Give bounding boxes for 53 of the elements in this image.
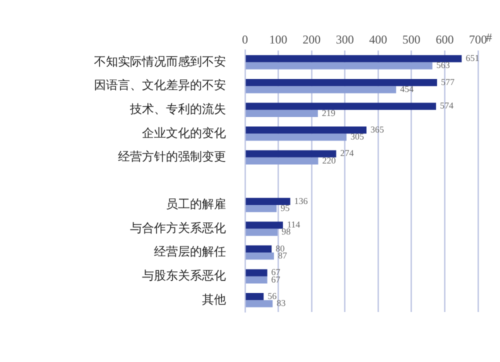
bar [246, 228, 278, 236]
y-tick-label: 经营层的解任 [154, 244, 226, 259]
bar [246, 252, 274, 260]
data-label: 574 [440, 100, 454, 111]
data-label: 56 [268, 290, 278, 301]
data-label: 651 [466, 53, 480, 64]
data-label: 563 [436, 60, 450, 70]
bar [246, 55, 462, 62]
bar [246, 292, 264, 300]
bar [246, 78, 438, 86]
bar [246, 276, 268, 284]
x-tick-label: 500 [402, 32, 420, 46]
x-tick-label: 300 [336, 32, 354, 46]
data-label: 95 [280, 202, 290, 213]
x-tick-label: 0 [242, 32, 248, 46]
data-label: 577 [441, 76, 456, 87]
x-tick-label: 700 [469, 32, 487, 46]
x-tick-label: 100 [269, 32, 288, 46]
data-label: 83 [276, 298, 286, 308]
data-label: 219 [322, 108, 336, 118]
x-tick-label: 600 [436, 32, 454, 46]
data-label: 365 [370, 124, 384, 134]
y-tick-label: 技术、专利的流失 [129, 102, 226, 116]
x-tick-label: 400 [369, 32, 388, 46]
y-tick-label: 其他 [202, 292, 226, 306]
data-label: 274 [340, 148, 354, 158]
bar [246, 86, 396, 94]
bar [246, 157, 318, 165]
bar [246, 198, 290, 205]
bar [246, 110, 318, 117]
y-tick-label: 与股东关系恶化 [142, 268, 226, 282]
x-tick-label: 200 [302, 32, 321, 46]
bar [246, 245, 272, 253]
data-label: 220 [322, 155, 336, 166]
bar [246, 150, 336, 158]
y-tick-label: 不知实际情况而感到不安 [94, 54, 226, 68]
y-tick-label: 与合作方关系恶化 [130, 220, 226, 235]
bar [246, 102, 436, 110]
data-label: 454 [400, 84, 414, 94]
bar [246, 62, 432, 70]
bar [246, 204, 277, 212]
y-tick-label: 企业文化的变化 [142, 126, 226, 140]
y-tick-label: 员工的解雇 [166, 197, 226, 212]
data-label: 305 [350, 132, 365, 142]
bar [246, 300, 273, 308]
bar [246, 134, 347, 141]
y-tick-label: 因语言、文化差异的不安 [94, 78, 226, 92]
bar [246, 126, 366, 134]
y-tick-label: 经营方针的强制变更 [118, 150, 226, 164]
bar [246, 269, 268, 276]
data-label: 136 [294, 196, 308, 206]
x-axis-title: # [486, 30, 492, 44]
bar [246, 222, 283, 229]
